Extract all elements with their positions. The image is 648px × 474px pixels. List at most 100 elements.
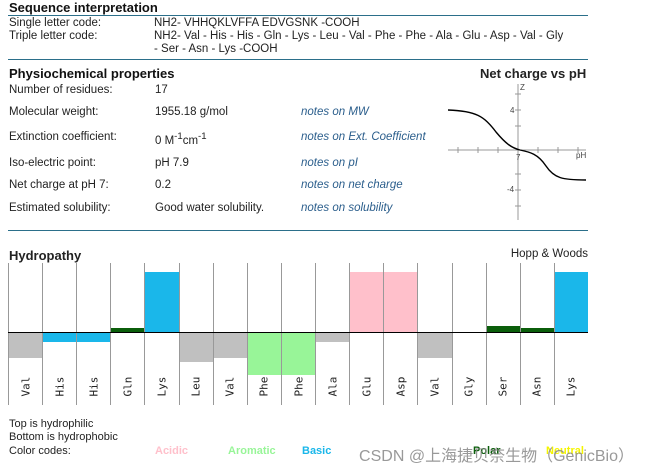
hydropathy-title: Hydropathy	[9, 248, 82, 263]
residue-name: Val	[223, 376, 237, 396]
code-aromatic: Aromatic	[228, 445, 276, 457]
prop-label-mw: Molecular weight:	[9, 106, 99, 118]
sequence-rule	[8, 15, 588, 16]
residue-bar	[520, 327, 554, 332]
triple-letter-label: Triple letter code:	[9, 30, 98, 42]
residue-label: Val	[9, 367, 42, 405]
residue-column: Val	[8, 263, 43, 405]
nc-ticks	[457, 93, 579, 207]
single-letter-label: Single letter code:	[9, 17, 102, 29]
residue-bar	[179, 333, 213, 362]
hydropathy-baseline	[8, 332, 588, 333]
ext-main: 0 M	[155, 134, 175, 147]
residue-name: Phe	[257, 376, 271, 396]
legend-top: Top is hydrophilic	[9, 418, 94, 430]
residue-label: Gln	[111, 367, 144, 405]
residue-bar	[486, 326, 520, 332]
residue-bar	[316, 333, 350, 342]
residue-bar	[77, 333, 111, 342]
physio-title: Physiochemical properties	[9, 66, 175, 81]
hydropathy-method: Hopp & Woods	[510, 248, 588, 260]
net-charge-title: Net charge vs pH	[480, 66, 587, 81]
residue-column: Phe	[280, 263, 316, 405]
notes-ext-link[interactable]: notes on Ext. Coefficient	[301, 131, 426, 143]
residue-bar	[43, 333, 77, 342]
residue-name: Val	[428, 376, 442, 396]
residue-bar	[281, 333, 316, 375]
nc-tick-4: 4	[510, 106, 515, 115]
residue-column: Leu	[178, 263, 213, 405]
code-acidic: Acidic	[155, 445, 189, 457]
residue-name: Asp	[394, 376, 408, 396]
physio-rule-top	[8, 59, 588, 60]
prop-value-ext: 0 M-1cm-1	[155, 131, 207, 147]
nc-x-label: pH	[576, 151, 586, 160]
residue-column: Val	[417, 263, 452, 405]
nc-y-label: Z	[520, 83, 525, 92]
residue-column: His	[42, 263, 77, 405]
residue-name: Leu	[189, 376, 203, 396]
residue-name: Phe	[291, 376, 305, 396]
residue-column: Lys	[144, 263, 179, 405]
residue-name: Ser	[496, 376, 510, 396]
residue-column: Asn	[519, 263, 554, 405]
residue-bar	[554, 272, 588, 332]
residue-bar	[111, 327, 145, 332]
notes-pi-link[interactable]: notes on pI	[301, 157, 358, 169]
residue-column: Gln	[110, 263, 145, 405]
residue-column: Lys	[553, 263, 588, 405]
residue-bar	[213, 333, 247, 358]
single-letter-value: NH2- VHHQKLVFFA EDVGSNK -COOH	[154, 17, 360, 29]
net-charge-chart: Z pH 4 7 -4	[447, 83, 586, 220]
residue-column: Glu	[349, 263, 384, 405]
prop-label-ext: Extinction coefficient:	[9, 131, 117, 143]
residue-column: Ala	[315, 263, 350, 405]
residue-label: Lys	[555, 367, 588, 405]
prop-value-charge: 0.2	[155, 179, 171, 191]
nc-tick-m4: -4	[507, 185, 515, 194]
residue-label: Asn	[521, 367, 554, 405]
prop-label-charge: Net charge at pH 7:	[9, 179, 109, 191]
residue-name: Gly	[462, 376, 476, 396]
residue-name: His	[87, 376, 101, 396]
residue-column: Val	[212, 263, 247, 405]
residue-name: Glu	[360, 376, 374, 396]
residue-bar	[9, 333, 43, 358]
physio-rule-bottom	[8, 230, 588, 231]
code-other: Neutral	[546, 445, 584, 457]
residue-name: Ala	[326, 376, 340, 396]
residue-bar	[350, 272, 384, 332]
prop-value-pi: pH 7.9	[155, 157, 189, 169]
residue-bar	[384, 272, 418, 332]
residue-label: Val	[418, 367, 451, 405]
prop-value-mw: 1955.18 g/mol	[155, 106, 228, 118]
residue-label: Ala	[316, 367, 349, 405]
notes-solubility-link[interactable]: notes on solubility	[301, 202, 393, 214]
residue-column: Phe	[246, 263, 281, 405]
notes-charge-link[interactable]: notes on net charge	[301, 179, 403, 191]
code-basic: Basic	[302, 445, 332, 457]
residue-label: Glu	[350, 367, 383, 405]
residue-name: His	[53, 376, 67, 396]
residue-column: Gly	[451, 263, 486, 405]
prop-value-solubility: Good water solubility.	[155, 202, 265, 214]
code-polar: Polar	[473, 445, 501, 457]
residue-label: Asp	[384, 367, 417, 405]
residue-name: Lys	[155, 376, 169, 396]
triple-letter-value-line2: - Ser - Asn - Lys -COOH	[154, 43, 278, 55]
residue-label: Ser	[487, 367, 520, 405]
legend-bottom: Bottom is hydrophobic	[9, 431, 118, 443]
residue-label: Gly	[453, 367, 486, 405]
residue-label: Phe	[248, 367, 281, 405]
residue-name: Lys	[564, 376, 578, 396]
residue-label: Phe	[282, 367, 315, 405]
residue-label: Val	[214, 367, 247, 405]
ext-mid: cm	[182, 134, 199, 147]
residue-name: Val	[19, 376, 33, 396]
prop-label-solubility: Estimated solubility:	[9, 202, 111, 214]
prop-label-residues: Number of residues:	[9, 84, 113, 96]
residue-label: Lys	[145, 367, 178, 405]
prop-label-pi: Iso-electric point:	[9, 157, 96, 169]
hydropathy-chart: Val His His Gln Lys Leu Val Phe Phe Ala Glu Asp Val G…	[8, 263, 588, 405]
notes-mw-link[interactable]: notes on MW	[301, 106, 369, 118]
